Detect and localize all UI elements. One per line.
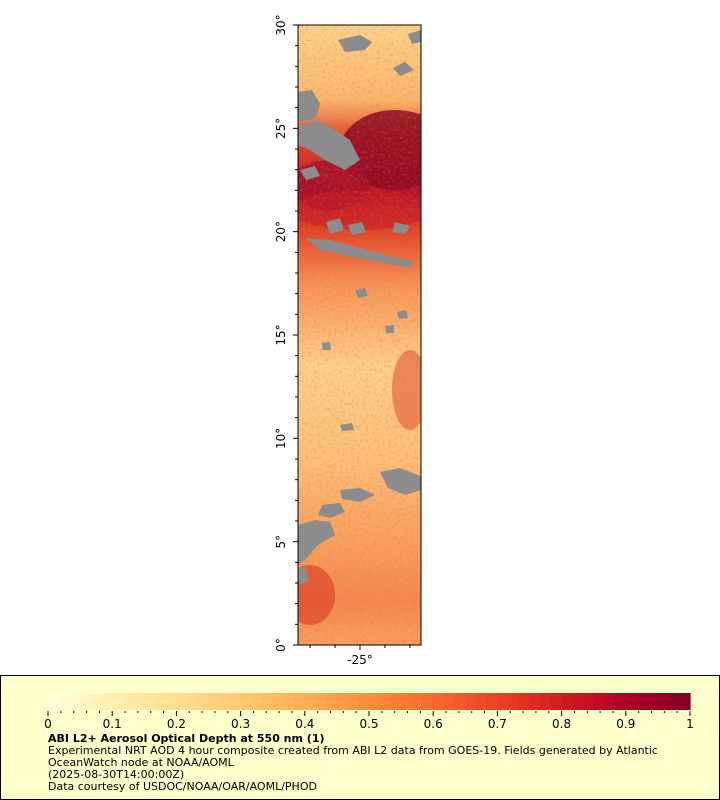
- colorbar-cell: [401, 693, 413, 710]
- colorbar-cell: [69, 693, 81, 710]
- lat-tick-label: 30°: [274, 14, 288, 35]
- colorbar-cell: [604, 693, 616, 710]
- colorbar-cell: [272, 693, 284, 710]
- colorbar-label: 0.3: [231, 717, 250, 731]
- colorbar-label: 0: [44, 717, 52, 731]
- colorbar-cell: [315, 693, 327, 710]
- colorbar-cell: [251, 693, 263, 710]
- colorbar-cell: [219, 693, 231, 710]
- colorbar-label: 0.8: [552, 717, 571, 731]
- lat-tick-label: 0°: [274, 638, 288, 652]
- colorbar-cell: [411, 693, 424, 710]
- colorbar-cell: [679, 693, 691, 710]
- colorbar-cell: [369, 693, 381, 710]
- colorbar-label: 0.4: [295, 717, 314, 731]
- colorbar-cell: [465, 693, 477, 710]
- colorbar-cell: [476, 693, 488, 710]
- colorbar-label: 0.1: [103, 717, 122, 731]
- colorbar-label: 0.6: [424, 717, 443, 731]
- colorbar-label: 0.7: [488, 717, 507, 731]
- colorbar-label: 0.2: [167, 717, 186, 731]
- colorbar-cell: [615, 693, 627, 710]
- lat-tick-label: 20°: [274, 221, 288, 242]
- aod-field: [298, 25, 421, 645]
- colorbar-cell: [155, 693, 167, 710]
- colorbar-cell: [48, 693, 60, 710]
- lat-tick-label: 10°: [274, 428, 288, 449]
- colorbar-cell: [508, 693, 520, 710]
- colorbar-cell: [80, 693, 92, 710]
- colorbar-cell: [390, 693, 402, 710]
- colorbar-cell: [443, 693, 456, 710]
- colorbar-cell: [625, 693, 638, 710]
- colorbar-cell: [90, 693, 103, 710]
- legend-title: ABI L2+ Aerosol Optical Depth at 550 nm …: [48, 732, 325, 745]
- colorbar-cell: [561, 693, 573, 710]
- colorbar-cell: [176, 693, 188, 710]
- colorbar-cell: [144, 693, 156, 710]
- lat-tick-label: 25°: [274, 118, 288, 139]
- lon-tick-label: -25°: [347, 653, 373, 667]
- colorbar-cell: [101, 693, 113, 710]
- colorbar-label: 0.5: [359, 717, 378, 731]
- colorbar-cell: [187, 693, 199, 710]
- colorbar-cell: [497, 693, 509, 710]
- colorbar-cell: [379, 693, 391, 710]
- colorbar-cell: [647, 693, 659, 710]
- legend-panel: 0 0.1 0.2 0.3 0.4 0.5 0.6 0.7 0.8 0.9 1 ABI L2+ Ae…: [0, 675, 720, 800]
- legend-description: Experimental NRT AOD 4 hour composite cr…: [48, 744, 658, 769]
- colorbar-cell: [58, 693, 70, 710]
- latitude-axis: 0° 5° 10° 15° 20° 25° 30°: [274, 14, 298, 652]
- colorbar-cell: [165, 693, 177, 710]
- colorbar-cell: [229, 693, 242, 710]
- colorbar-cell: [326, 693, 338, 710]
- colorbar-cell: [358, 693, 370, 710]
- colorbar-cell: [197, 693, 210, 710]
- colorbar-cell: [593, 693, 605, 710]
- colorbar-cell: [529, 693, 541, 710]
- colorbar-cell: [668, 693, 680, 710]
- colorbar: 0 0.1 0.2 0.3 0.4 0.5 0.6 0.7 0.8 0.9 1: [44, 693, 694, 731]
- colorbar-cell: [636, 693, 648, 710]
- colorbar-cell: [422, 693, 434, 710]
- aerosol-map: 0° 5° 10° 15° 20° 25° 30° -25°: [274, 14, 422, 667]
- lat-tick-label: 15°: [274, 324, 288, 345]
- masked-regions: [298, 30, 421, 585]
- colorbar-cell: [433, 693, 445, 710]
- colorbar-label: 1: [686, 717, 694, 731]
- colorbar-cell: [208, 693, 220, 710]
- lat-tick-label: 5°: [274, 535, 288, 549]
- colorbar-cell: [347, 693, 359, 710]
- colorbar-cell: [122, 693, 135, 710]
- colorbar-cell: [518, 693, 531, 710]
- colorbar-cell: [294, 693, 306, 710]
- colorbar-cell: [336, 693, 349, 710]
- colorbar-cell: [540, 693, 552, 710]
- colorbar-cell: [283, 693, 295, 710]
- colorbar-cell: [583, 693, 595, 710]
- colorbar-cell: [240, 693, 252, 710]
- colorbar-label: 0.9: [616, 717, 635, 731]
- colorbar-cell: [112, 693, 124, 710]
- colorbar-cell: [486, 693, 498, 710]
- colorbar-cell: [262, 693, 274, 710]
- colorbar-cell: [550, 693, 563, 710]
- colorbar-cell: [133, 693, 145, 710]
- longitude-axis: -25°: [309, 645, 411, 667]
- legend-credit: Data courtesy of USDOC/NOAA/OAR/AOML/PHO…: [48, 780, 317, 793]
- colorbar-ticks: 0 0.1 0.2 0.3 0.4 0.5 0.6 0.7 0.8 0.9 1: [44, 711, 694, 731]
- colorbar-cell: [304, 693, 317, 710]
- colorbar-cell: [572, 693, 584, 710]
- colorbar-cell: [657, 693, 670, 710]
- legend-timestamp: (2025-08-30T14:00:00Z): [48, 768, 185, 781]
- colorbar-cell: [454, 693, 466, 710]
- colorbar-gradient: [48, 693, 691, 710]
